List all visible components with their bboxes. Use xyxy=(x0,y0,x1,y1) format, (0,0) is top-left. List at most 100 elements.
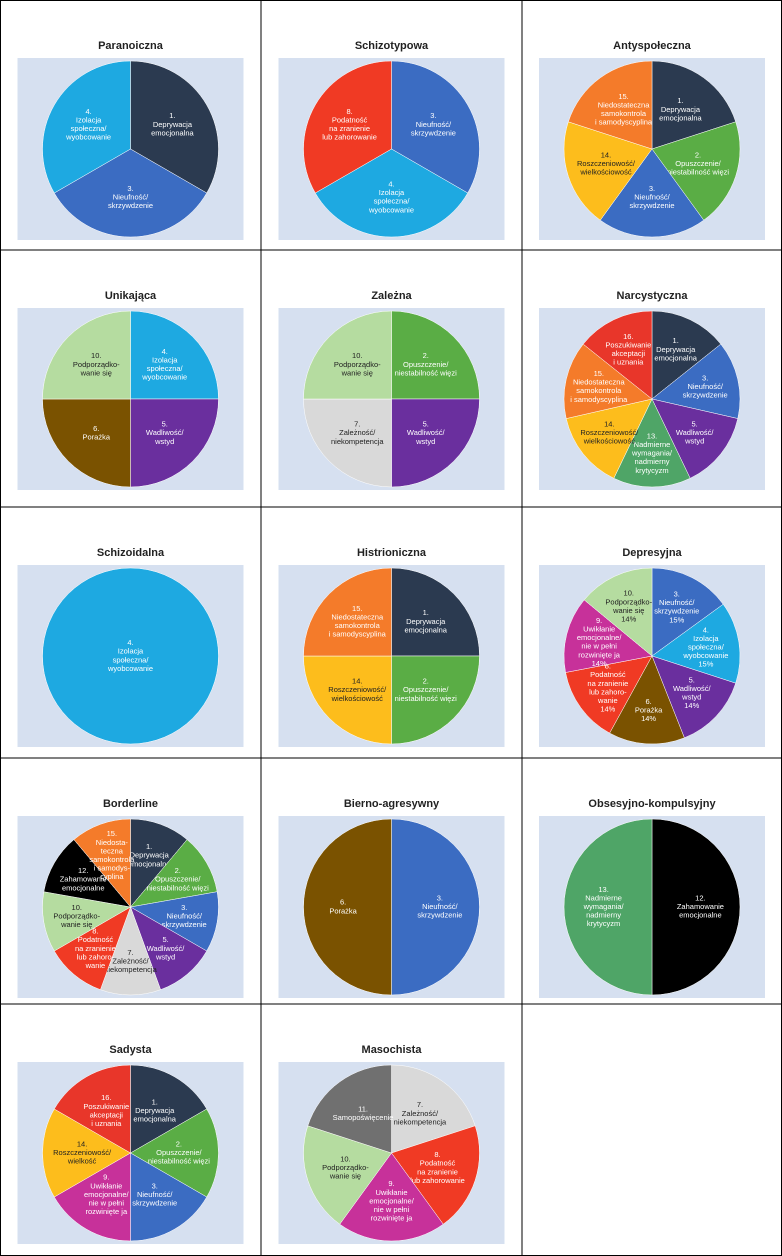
slice-label-line: wstyd xyxy=(154,437,174,446)
pie-slice xyxy=(42,398,131,488)
slice-label-line: Zależność/ xyxy=(339,428,376,437)
slice-label-line: wielkościowość xyxy=(579,168,632,177)
pie-chart: Obsesyjno-kompulsyjny 12. Zahamowanie emocj… xyxy=(539,798,765,998)
pie-slice xyxy=(130,310,219,400)
slice-label-line: i samodyscyplina xyxy=(329,630,387,639)
slice-label-line: emocjonalne/ xyxy=(369,1196,415,1205)
slice-label-line: Opuszczenie/ xyxy=(155,875,201,884)
slice-label-line: 6. xyxy=(93,424,99,433)
pie-slice xyxy=(651,655,737,739)
slice-label-line: Izolacja xyxy=(693,634,719,643)
slice-label-line: akceptacji xyxy=(612,349,646,358)
pie-chart: Schizotypowa 3. Nieufność/skrzywdzenie 4. Iz… xyxy=(278,40,505,240)
slice-label: 10. Podporządko-wanie się xyxy=(53,903,100,929)
slice-label-line: Nieufność/ xyxy=(113,192,149,201)
slice-label-line: Niedosta- xyxy=(96,838,129,847)
slice-label-line: 15. xyxy=(594,369,604,378)
slice-label: 1. Deprywacja emocjonalna xyxy=(151,111,194,137)
slice-label-line: 6. xyxy=(645,697,651,706)
slice-label-line: 2. xyxy=(695,150,701,159)
slice-label-line: 2. xyxy=(175,866,181,875)
slice-label: 16. Poszukiwanie akceptacji i uznania xyxy=(83,1093,129,1128)
slice-label-line: Uwikłanie xyxy=(375,1188,407,1197)
slice-label-line: Nadmierne xyxy=(585,893,622,902)
slice-label: 1. Deprywacja emocjonalna xyxy=(128,842,171,868)
pie-slice xyxy=(130,398,219,488)
slice-label-line: Wadliwość/ xyxy=(673,684,712,693)
chart-title: Sadysta xyxy=(109,1044,152,1056)
slice-label: 2. Opuszczenie/niestabilność więzi xyxy=(395,351,457,377)
slice-label-line: 14. xyxy=(601,150,611,159)
slice-label-line: 3. xyxy=(702,373,708,382)
slice-label-line: Roszczeniowość/ xyxy=(577,159,636,168)
slice-label-line: 14. xyxy=(604,419,614,428)
slice-label-line: 16. xyxy=(623,332,633,341)
slice-label-line: 15. xyxy=(352,604,362,613)
slice-label: 13. Nadmierne wymagania/nadmierny krytycyzm xyxy=(631,431,673,474)
slice-label-line: 3. xyxy=(430,111,436,120)
slice-label-line: wyobcowanie xyxy=(107,664,153,673)
chart-title: Borderline xyxy=(103,798,158,810)
chart-title: Histrioniczna xyxy=(357,547,427,559)
pie-slice xyxy=(339,1152,444,1242)
slice-label-line: rozwinięte ja xyxy=(578,650,621,659)
slice-label: 3. Nieufność/skrzywdzenie xyxy=(683,373,728,399)
slice-label-line: Deprywacja xyxy=(656,345,696,354)
slice-label-line: nadmierny xyxy=(634,457,669,466)
slice-label-line: wstyd xyxy=(681,693,701,702)
slice-label-line: 9. xyxy=(103,1173,109,1182)
slice-label-line: Wadliwość/ xyxy=(146,428,185,437)
slice-label-line: na zranienie xyxy=(417,1167,458,1176)
slice-label-line: krytycyzm xyxy=(587,919,620,928)
value-label: 14% xyxy=(621,615,636,624)
slice-label: 5. Wadliwość/wstyd xyxy=(676,419,715,445)
pie-slice xyxy=(303,60,392,194)
slice-label-line: Izolacja xyxy=(76,115,102,124)
chart-title: Narcystyczna xyxy=(617,290,689,302)
slice-label-line: 8. xyxy=(434,1150,440,1159)
slice-label: 15. Niedosta-teczna samokontrola i samodys-… xyxy=(89,829,135,881)
slice-label-line: 8. xyxy=(605,662,611,671)
pie-slice xyxy=(651,398,739,479)
slice-label-line: niestabilność więzi xyxy=(395,694,457,703)
slice-label: 8. Podatność na zranienie lub zahoro-wanie xyxy=(75,927,116,970)
slice-label-line: 10. xyxy=(624,589,634,598)
slice-label: 2. Opuszczenie/niestabilność więzi xyxy=(667,150,729,176)
slice-label-line: emocjonalna xyxy=(133,1115,176,1124)
slice-label-line: społeczna/ xyxy=(113,655,150,664)
pie-slice xyxy=(53,148,208,238)
slice-label-line: i uznania xyxy=(613,358,644,367)
slice-label-line: Samopoświęcenie xyxy=(333,1113,394,1122)
slice-label-line: wyobcowanie xyxy=(141,373,187,382)
pie-chart: Histrioniczna 1. Deprywacja emocjonalna 2. Op… xyxy=(278,547,505,747)
slice-label-line: niekompetencja xyxy=(331,437,384,446)
slice-label: 5. Wadliwość/wstyd 14% xyxy=(673,675,712,710)
slice-label: 14. Roszczeniowość/wielkościowość xyxy=(328,677,387,703)
slice-label-line: Nieufność/ xyxy=(422,902,458,911)
pie-slice xyxy=(391,1064,476,1154)
slice-label-line: wyobcowanie xyxy=(368,205,414,214)
slice-label: 3. Nieufność/skrzywdzenie 15% xyxy=(654,589,699,624)
slice-label-line: akceptacji xyxy=(90,1110,124,1119)
chart-title: Schizoidalna xyxy=(97,547,165,559)
slice-label-line: Nieufność/ xyxy=(659,598,695,607)
slice-label-line: 13. xyxy=(598,885,608,894)
slice-label: 8. Podatność na zranienie lub zahorowanie xyxy=(410,1150,465,1185)
pie-slice xyxy=(130,60,219,194)
slice-label-line: wanie się xyxy=(612,606,644,615)
slice-label-line: wanie xyxy=(85,961,106,970)
slice-label: 10. Podporządko-wanie się xyxy=(334,351,381,377)
slice-label-line: Nadmierne xyxy=(634,440,671,449)
slice-label: 5. Wadliwość/wstyd xyxy=(147,935,186,961)
slice-label-line: skrzywdzenie xyxy=(417,911,462,920)
slice-label-line: lub zahorowanie xyxy=(410,1176,465,1185)
slice-label: 14. Roszczeniowość/wielkościowość xyxy=(580,419,639,445)
slice-label: 3. Nieufność/skrzywdzenie xyxy=(411,111,456,137)
slice-label-line: Roszczeniowość/ xyxy=(328,685,387,694)
value-label: 15% xyxy=(669,615,684,624)
pie-slice xyxy=(303,310,392,400)
slice-label-line: i samodyscyplina xyxy=(570,395,628,404)
slice-label: 15. Niedostateczna samokontrola i samodyscy… xyxy=(595,92,653,127)
slice-label-line: emocjonalna xyxy=(654,353,697,362)
